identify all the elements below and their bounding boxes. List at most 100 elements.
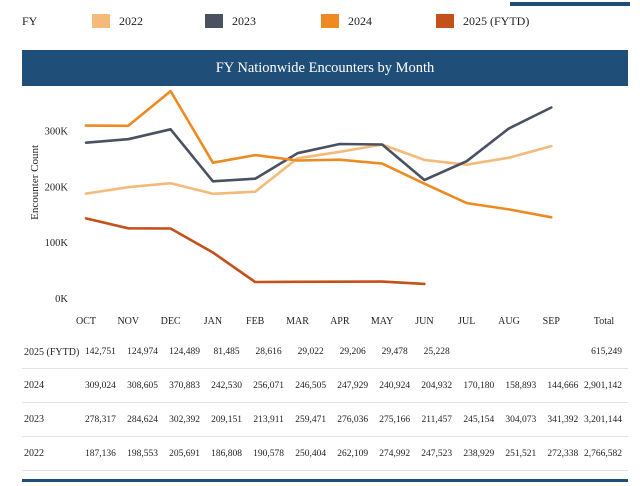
row-total: 2,901,142 — [583, 368, 628, 403]
bottom-accent-rule — [22, 479, 628, 482]
table-cell: 29,206 — [331, 336, 374, 369]
table-cell: 198,553 — [121, 436, 164, 471]
row-label: 2025 (FYTD) — [22, 336, 80, 369]
legend-item-2024[interactable]: 2024 — [321, 11, 372, 31]
table-cell: 259,471 — [289, 402, 332, 437]
total-column-header: Total — [594, 316, 615, 327]
series-lines — [84, 89, 553, 286]
table-cell — [541, 336, 584, 369]
series-line-2022 — [84, 143, 553, 196]
legend-heading: FY — [22, 14, 38, 28]
table-cell: 304,073 — [499, 402, 542, 437]
table-cell: 238,929 — [457, 436, 500, 471]
x-tick-label: JUN — [415, 316, 433, 327]
chart-legend: FY 2022 2023 2024 2025 (FYTD) — [0, 0, 640, 44]
legend-swatch — [321, 14, 339, 28]
table-cell: 275,166 — [373, 402, 416, 437]
x-tick-label: JUL — [458, 316, 475, 327]
x-tick-label: SEP — [543, 316, 561, 327]
table-cell: 242,530 — [205, 368, 248, 403]
y-tick-label: 100K — [45, 238, 69, 249]
row-label: 2023 — [22, 402, 80, 437]
y-axis-ticks: 0K 100K 200K 300K — [45, 127, 69, 305]
legend-label: 2022 — [119, 13, 143, 28]
table-cell: 302,392 — [163, 402, 206, 437]
table-row: 2023 278,317 284,624 302,392 209,151 213,911 2… — [22, 402, 628, 437]
table-cell: 170,180 — [457, 368, 500, 403]
table-cell: 124,489 — [163, 336, 206, 369]
table-cell: 28,616 — [247, 336, 290, 369]
table-row: 2024 309,024 308,605 370,883 242,530 256,071 2… — [22, 368, 628, 403]
table-cell — [457, 336, 500, 369]
table-row: 2022 187,136 198,553 205,691 186,808 190,578 2… — [22, 436, 628, 471]
x-tick-label: OCT — [76, 316, 96, 327]
table-cell: 256,071 — [247, 368, 290, 403]
x-axis-ticks: OCT NOV DEC JAN FEB MAR APR MAY JUN JUL AUG SEP Tota… — [76, 316, 614, 327]
table-cell: 370,883 — [163, 368, 206, 403]
row-label: 2024 — [22, 368, 80, 403]
table-cell: 209,151 — [205, 402, 248, 437]
chart-title-banner: FY Nationwide Encounters by Month — [22, 50, 628, 86]
legend-item-2025-fytd[interactable]: 2025 (FYTD) — [436, 11, 529, 31]
series-line-2025-fytd- — [84, 217, 426, 286]
table-cell: 240,924 — [373, 368, 416, 403]
table-cell: 144,666 — [541, 368, 584, 403]
legend-label: 2023 — [232, 13, 256, 28]
line-chart: 0K 100K 200K 300K Encounter Count OCT NOV DEC… — [29, 89, 614, 327]
table-cell: 187,136 — [79, 436, 122, 471]
table-cell: 190,578 — [247, 436, 290, 471]
y-tick-label: 0K — [55, 294, 68, 305]
top-accent-rule — [510, 2, 630, 6]
x-tick-label: DEC — [161, 316, 181, 327]
legend-label: 2024 — [348, 13, 372, 28]
y-tick-label: 300K — [45, 127, 69, 138]
series-line-2024 — [84, 89, 553, 219]
row-label: 2022 — [22, 436, 80, 471]
table-cell: 142,751 — [79, 336, 122, 369]
x-tick-label: AUG — [498, 316, 520, 327]
series-line-2023 — [84, 106, 553, 183]
x-tick-label: FEB — [246, 316, 265, 327]
table-cell: 272,338 — [541, 436, 584, 471]
table-cell: 205,691 — [163, 436, 206, 471]
table-cell: 274,992 — [373, 436, 416, 471]
table-cell: 341,392 — [541, 402, 584, 437]
table-cell: 186,808 — [205, 436, 248, 471]
legend-swatch — [436, 14, 454, 28]
table-cell: 158,893 — [499, 368, 542, 403]
y-tick-label: 200K — [45, 182, 69, 193]
legend-label: 2025 (FYTD) — [463, 13, 530, 28]
table-cell — [499, 336, 542, 369]
x-tick-label: MAY — [371, 316, 393, 327]
table-cell: 278,317 — [79, 402, 122, 437]
legend-swatch — [205, 14, 223, 28]
legend-swatch — [92, 14, 110, 28]
table-cell: 247,523 — [415, 436, 458, 471]
table-cell: 250,404 — [289, 436, 332, 471]
table-cell: 309,024 — [79, 368, 122, 403]
row-total: 3,201,144 — [583, 402, 628, 437]
table-cell: 284,624 — [121, 402, 164, 437]
row-total: 2,766,582 — [583, 436, 628, 471]
table-row: 2025 (FYTD) 142,751 124,974 124,489 81,485 28… — [22, 336, 628, 369]
table-cell: 213,911 — [247, 402, 290, 437]
row-total: 615,249 — [583, 336, 628, 369]
table-cell: 25,228 — [415, 336, 458, 369]
table-cell: 29,478 — [373, 336, 416, 369]
x-tick-label: APR — [330, 316, 350, 327]
table-cell: 29,022 — [289, 336, 332, 369]
table-cell: 81,485 — [205, 336, 248, 369]
table-cell: 124,974 — [121, 336, 164, 369]
table-cell: 251,521 — [499, 436, 542, 471]
legend-item-2023[interactable]: 2023 — [205, 11, 256, 31]
table-cell: 211,457 — [415, 402, 458, 437]
legend-item-2022[interactable]: 2022 — [92, 11, 143, 31]
table-cell: 245,154 — [457, 402, 500, 437]
x-tick-label: MAR — [286, 316, 309, 327]
chart-title: FY Nationwide Encounters by Month — [215, 59, 435, 76]
table-cell: 246,505 — [289, 368, 332, 403]
table-cell: 247,929 — [331, 368, 374, 403]
table-cell: 276,036 — [331, 402, 374, 437]
y-axis-label: Encounter Count — [29, 145, 41, 220]
data-table: 2025 (FYTD) 142,751 124,974 124,489 81,485 28… — [22, 336, 628, 471]
